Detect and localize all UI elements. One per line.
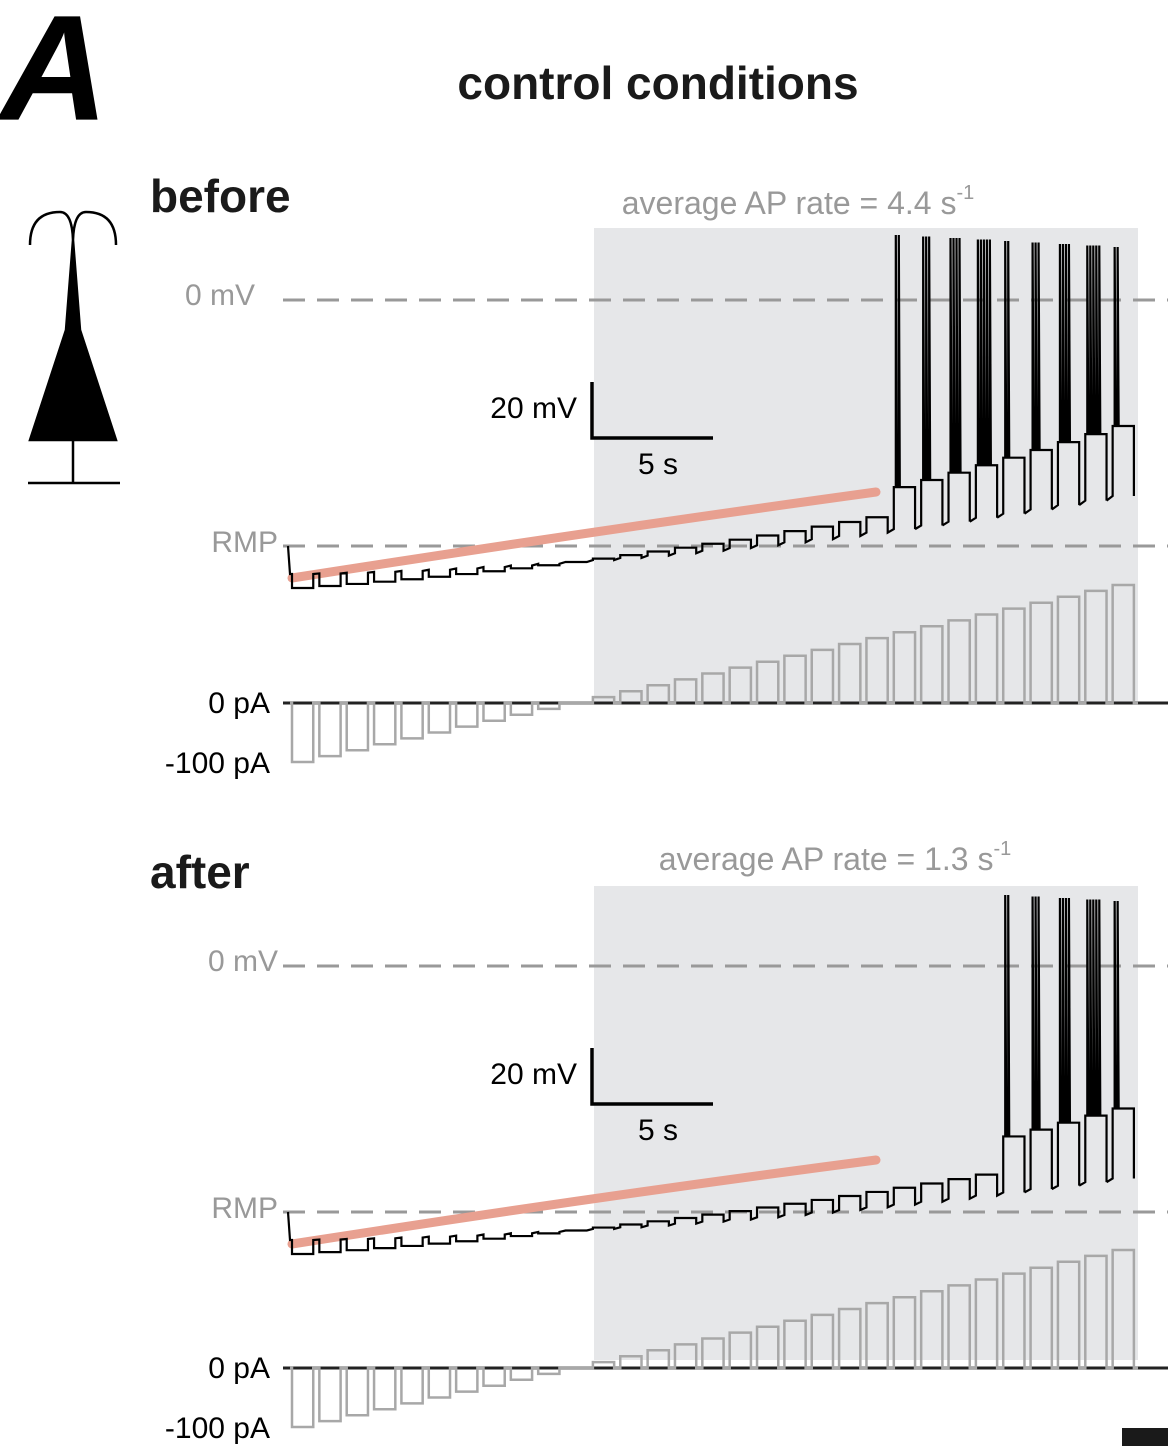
rate-superscript: -1 bbox=[993, 838, 1011, 860]
rate-label: average AP rate = 1.3 s-1 bbox=[659, 838, 1012, 877]
scale-bar bbox=[590, 1048, 713, 1106]
voltage-trace bbox=[286, 894, 1135, 1256]
rmp-label: RMP bbox=[211, 1192, 278, 1225]
scale-v-label: 20 mV bbox=[490, 1058, 577, 1091]
rate-superscript: -1 bbox=[956, 182, 974, 204]
zero-pa-label: 0 pA bbox=[208, 687, 270, 720]
neuron-icon bbox=[28, 210, 120, 485]
neg-pa-label: -100 pA bbox=[165, 747, 270, 780]
scale-t-label: 5 s bbox=[638, 448, 678, 481]
panel-heading: after bbox=[150, 846, 250, 898]
scale-t-label: 5 s bbox=[638, 1114, 678, 1147]
zero-mv-label: 0 mV bbox=[185, 279, 255, 312]
fit-curve bbox=[287, 487, 881, 583]
panel-label: A bbox=[0, 0, 108, 152]
rate-text: average AP rate = 4.4 s bbox=[622, 185, 957, 221]
corner-mark bbox=[1122, 1428, 1168, 1446]
voltage-trace bbox=[286, 234, 1135, 590]
fit-curve bbox=[287, 1155, 881, 1249]
zero-mv-label: 0 mV bbox=[208, 945, 278, 978]
neg-pa-label: -100 pA bbox=[165, 1412, 270, 1445]
panel-heading: before bbox=[150, 170, 291, 222]
rmp-label: RMP bbox=[211, 526, 278, 559]
stimulus-window bbox=[594, 228, 1138, 702]
scale-bar bbox=[590, 382, 713, 440]
rate-label: average AP rate = 4.4 s-1 bbox=[622, 182, 975, 221]
rate-text: average AP rate = 1.3 s bbox=[659, 841, 994, 877]
current-trace bbox=[290, 1248, 1138, 1429]
figure-title: control conditions bbox=[457, 57, 858, 109]
current-trace bbox=[290, 583, 1138, 764]
scale-v-label: 20 mV bbox=[490, 392, 577, 425]
zero-pa-label: 0 pA bbox=[208, 1352, 270, 1385]
